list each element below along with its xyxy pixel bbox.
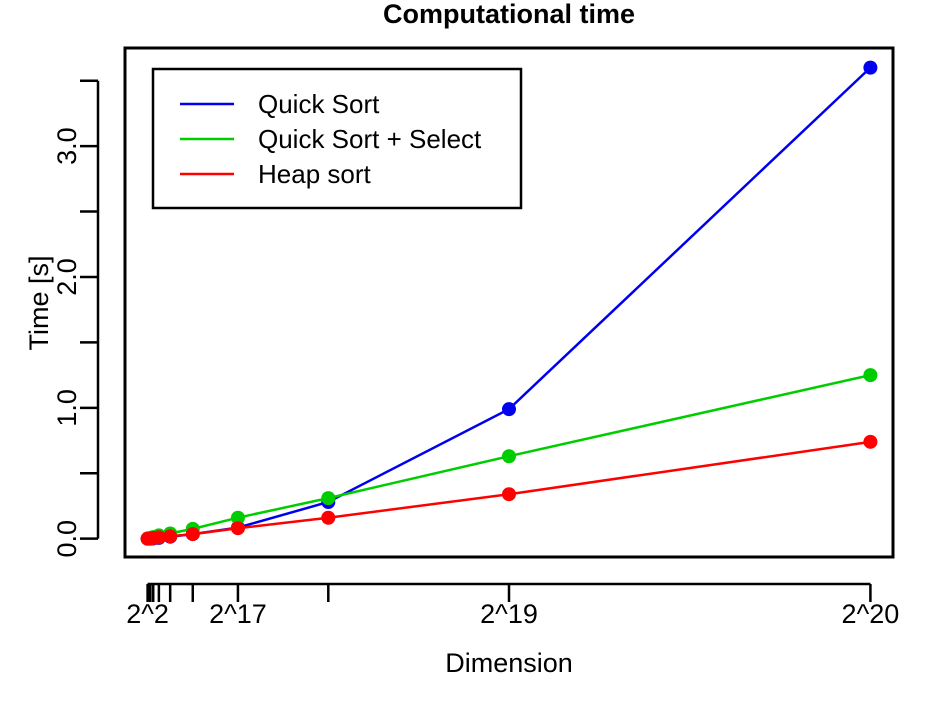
- x-tick-label: 2^2: [126, 599, 169, 629]
- y-axis: 0.0 1.0 2.0 3.0: [52, 79, 100, 558]
- data-point: [863, 434, 878, 449]
- y-axis-label: Time [s]: [24, 255, 54, 350]
- legend-label: Quick Sort + Select: [258, 124, 482, 154]
- data-point: [863, 60, 878, 75]
- x-tick-label: 2^19: [480, 599, 538, 629]
- data-point: [502, 449, 516, 464]
- chart-title: Computational time: [383, 0, 635, 29]
- x-tick-label: 2^17: [209, 599, 267, 629]
- data-point: [863, 368, 878, 383]
- series-layer: [140, 60, 878, 546]
- data-point: [502, 487, 516, 502]
- y-tick-label: 2.0: [52, 258, 82, 296]
- plot-frame: [123, 46, 895, 559]
- x-axis: 2^2 2^17 2^19 2^20: [126, 582, 900, 629]
- data-point: [163, 529, 178, 544]
- legend: Quick Sort Quick Sort + Select Heap sort: [151, 67, 523, 210]
- data-point: [502, 402, 516, 417]
- data-point: [321, 510, 336, 525]
- legend-label: Heap sort: [258, 159, 371, 189]
- x-tick-label: 2^20: [842, 599, 900, 629]
- legend-label: Quick Sort: [258, 89, 380, 119]
- series-2: [140, 434, 878, 546]
- data-point: [151, 530, 166, 545]
- data-point: [321, 491, 336, 506]
- y-tick-label: 1.0: [52, 389, 82, 427]
- data-point: [185, 527, 200, 542]
- data-point: [230, 510, 245, 525]
- data-point: [230, 521, 245, 536]
- y-tick-label: 0.0: [52, 520, 82, 558]
- y-tick-label: 3.0: [52, 127, 82, 165]
- x-axis-label: Dimension: [445, 648, 573, 678]
